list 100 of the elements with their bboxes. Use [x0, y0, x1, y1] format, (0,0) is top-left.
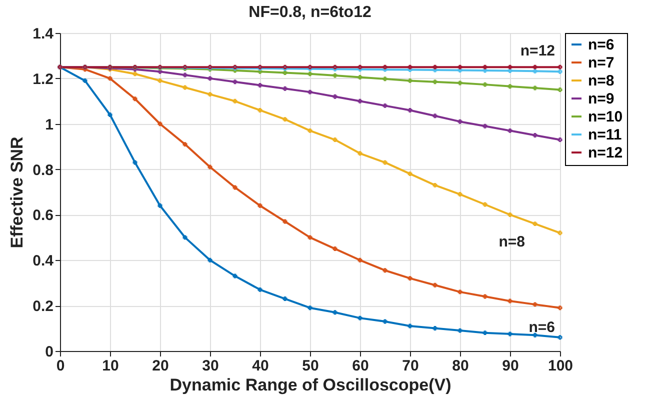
- point: [532, 68, 538, 74]
- point: [358, 258, 362, 262]
- point: [358, 98, 362, 104]
- legend-label: n=7: [588, 54, 614, 72]
- x-tick-label: 30: [202, 358, 219, 374]
- point: [332, 94, 338, 99]
- point: [108, 76, 112, 81]
- annotation: n=12: [520, 42, 555, 60]
- point: [482, 202, 488, 207]
- point: [432, 182, 438, 188]
- point: [458, 192, 462, 197]
- point: [458, 328, 462, 333]
- point: [232, 185, 238, 190]
- point: [332, 73, 338, 78]
- point: [232, 68, 238, 73]
- point: [158, 69, 162, 74]
- legend-label: n=11: [588, 126, 622, 144]
- annotation: n=8: [498, 233, 525, 250]
- point: [382, 319, 388, 324]
- x-tick-label: 80: [452, 358, 469, 374]
- y-tick-label: 0.4: [32, 252, 54, 270]
- point: [182, 235, 188, 240]
- point: [508, 332, 512, 336]
- y-tick-label: 1.2: [32, 70, 54, 88]
- x-tick-label: 70: [402, 358, 419, 374]
- point: [508, 68, 512, 73]
- point: [508, 212, 512, 217]
- point: [282, 117, 288, 122]
- point: [158, 203, 162, 208]
- point: [558, 306, 562, 310]
- y-tick-label: 0: [45, 344, 54, 360]
- point: [408, 64, 412, 70]
- x-tick-label: 10: [102, 358, 119, 374]
- point: [432, 64, 438, 70]
- point: [232, 80, 238, 84]
- point: [508, 128, 512, 133]
- point: [158, 122, 162, 126]
- point: [282, 219, 288, 224]
- point: [232, 98, 238, 104]
- point: [458, 290, 462, 294]
- point: [558, 88, 562, 92]
- y-tick-label: 0.2: [32, 298, 54, 316]
- point: [308, 306, 312, 310]
- point: [208, 258, 212, 262]
- point: [408, 78, 412, 83]
- point: [382, 268, 388, 273]
- point: [558, 335, 562, 340]
- x-tick-label: 0: [56, 358, 65, 374]
- point: [332, 310, 338, 315]
- point: [432, 114, 438, 118]
- point: [258, 203, 262, 208]
- point: [408, 276, 412, 281]
- point: [208, 76, 212, 81]
- point: [408, 172, 412, 176]
- point: [432, 80, 438, 84]
- point: [432, 326, 438, 331]
- point: [482, 330, 488, 336]
- legend-label: n=6: [588, 36, 614, 54]
- y-tick-label: 0.6: [32, 207, 54, 224]
- point: [482, 124, 488, 128]
- point: [258, 108, 262, 112]
- point: [558, 64, 562, 70]
- point: [408, 324, 412, 328]
- point: [532, 86, 538, 90]
- point: [532, 64, 538, 70]
- legend-label: n=9: [588, 90, 614, 108]
- point: [182, 85, 188, 90]
- point: [382, 67, 388, 72]
- point: [482, 294, 488, 299]
- point: [482, 68, 488, 73]
- point: [532, 302, 538, 307]
- x-tick-label: 100: [548, 358, 574, 374]
- point: [308, 90, 312, 94]
- x-axis-title: Dynamic Range of Oscilloscope(V): [170, 376, 452, 394]
- point: [558, 69, 562, 74]
- y-axis-title: Effective SNR: [8, 136, 27, 248]
- y-tick-label: 1.4: [32, 26, 54, 42]
- point: [458, 64, 462, 70]
- point: [308, 235, 312, 240]
- point: [532, 222, 538, 226]
- point: [532, 332, 538, 338]
- point: [232, 274, 238, 278]
- point: [108, 112, 112, 118]
- x-tick-label: 60: [352, 358, 369, 374]
- point: [458, 119, 462, 124]
- point: [82, 78, 88, 83]
- point: [358, 316, 362, 320]
- point: [282, 70, 288, 75]
- point: [358, 67, 362, 72]
- point: [308, 72, 312, 76]
- point: [508, 298, 512, 304]
- y-tick-label: 1: [45, 116, 54, 134]
- point: [132, 96, 138, 102]
- point: [358, 151, 362, 156]
- x-tick-label: 40: [252, 358, 269, 374]
- chart-title: NF=0.8, n=6to12: [248, 4, 372, 21]
- point: [182, 142, 188, 147]
- point: [208, 92, 212, 97]
- point: [258, 83, 262, 88]
- point: [282, 296, 288, 301]
